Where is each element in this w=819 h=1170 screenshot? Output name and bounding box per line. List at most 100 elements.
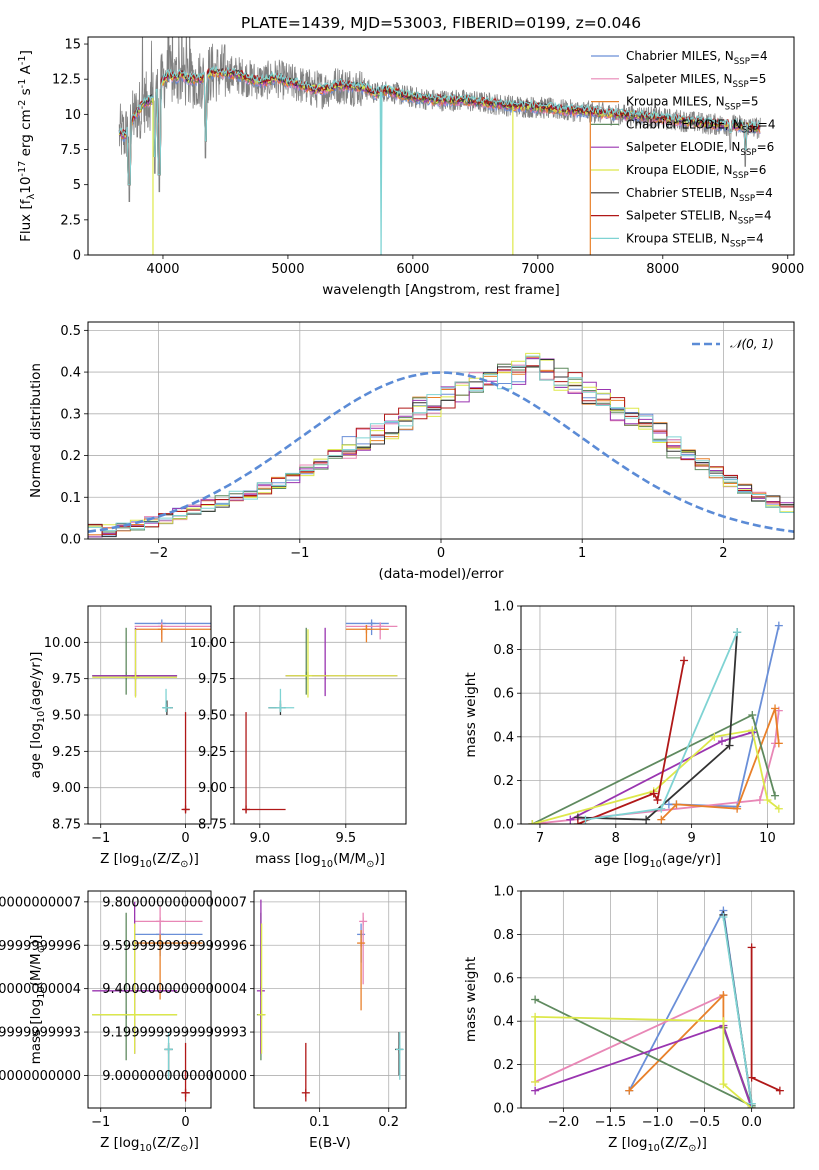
error-point — [134, 934, 203, 1000]
residuals-plot-area — [88, 352, 794, 538]
axes-frame — [87, 605, 212, 825]
y-tick-label: 9.1999999999999993 — [0, 1026, 81, 1041]
y-tick-label: 0.8 — [493, 643, 514, 658]
y-tick-label: 0.2 — [60, 449, 81, 464]
axes-frame — [87, 36, 795, 256]
error-point — [164, 1032, 173, 1080]
axes-frame — [87, 321, 795, 540]
age_vs_z-plot-area — [92, 619, 211, 814]
y-axis-label: Normed distribution — [28, 363, 44, 498]
legend-entry: Salpeter STELIB, NSSP=4 — [626, 209, 772, 227]
y-tick-label: 9.8000000000000007 — [102, 895, 247, 910]
y-tick-label: 10.00 — [190, 636, 227, 651]
y-tick-label: 0.4 — [493, 1015, 514, 1030]
x-axis-label: Z [log10(Z/Z⊙)] — [608, 1135, 707, 1154]
y-tick-label: 1.0 — [493, 600, 514, 615]
observed-spectrum-line — [118, 37, 761, 203]
y-tick-label: 10 — [64, 108, 81, 123]
legend-entry: Chabrier STELIB, NSSP=4 — [626, 186, 773, 204]
y-tick-label: 0.0 — [493, 1102, 514, 1117]
y-tick-label: 0.6 — [493, 971, 514, 986]
error-point — [92, 627, 178, 695]
y-tick-label: 9.50 — [198, 709, 227, 724]
weight-series-line — [532, 710, 780, 824]
y-tick-label: 15 — [64, 38, 81, 53]
panel-mass_vs_z: −1 0 9.0000000000000000 9.1999999999999993 9… — [0, 890, 212, 1154]
legend-entry: Kroupa MILES, NSSP=5 — [626, 95, 759, 113]
y-tick-label: 10.00 — [44, 636, 81, 651]
x-tick-label: 0.2 — [378, 1115, 399, 1130]
x-tick-label: 0 — [181, 831, 189, 846]
error-point — [134, 906, 203, 941]
y-tick-label: 9.25 — [52, 745, 81, 760]
y-tick-label: 5 — [73, 178, 81, 193]
x-axis-label: mass [log10(M/M⊙)] — [255, 851, 385, 870]
error-point — [92, 923, 178, 1054]
y-tick-label: 12.5 — [52, 73, 81, 88]
x-axis-label: Z [log10(Z/Z⊙)] — [100, 1135, 199, 1154]
panel-mass_vs_ebv: 0.1 0.2 9.0000000000000000 9.19999999999999… — [102, 890, 407, 1151]
x-axis-label: (data-model)/error — [378, 566, 504, 582]
legend-entry: Kroupa ELODIE, NSSP=6 — [626, 163, 766, 181]
y-axis-label: mass weight — [463, 957, 479, 1042]
x-tick-label: 1 — [578, 546, 586, 561]
x-tick-label: 9.0 — [249, 831, 270, 846]
weight-series-line — [722, 916, 753, 1104]
legend-entry: 𝒩(0, 1) — [730, 337, 774, 351]
spectrum-legend: Chabrier MILES, NSSP=4 Salpeter MILES, NS… — [591, 49, 775, 249]
mass_vs_ebv-plot-area — [256, 899, 404, 1102]
x-tick-label: 10 — [759, 831, 776, 846]
error-point — [359, 912, 368, 985]
error-point — [134, 624, 211, 643]
error-point — [285, 629, 398, 698]
x-tick-label: 4000 — [146, 262, 179, 277]
x-tick-label: −1.0 — [642, 1115, 674, 1130]
y-tick-label: 9.0000000000000000 — [102, 1069, 247, 1084]
model-histogram — [88, 365, 794, 535]
y-tick-label: 9.5999999999999996 — [102, 939, 247, 954]
x-tick-label: 6000 — [396, 262, 429, 277]
x-tick-label: −1 — [290, 546, 309, 561]
x-axis-label: wavelength [Angstrom, rest frame] — [322, 282, 560, 298]
weight-series-line — [534, 994, 724, 1083]
y-axis-label: mass weight — [463, 672, 479, 757]
weight-series-line — [577, 660, 685, 824]
y-axis-label: Flux [fλ10-17 erg cm-2 s-1 A-1] — [17, 50, 37, 242]
y-axis-label: mass [log10(M/M⊙)] — [28, 935, 47, 1065]
x-tick-label: −1 — [91, 831, 110, 846]
error-point — [395, 1032, 404, 1076]
y-tick-label: 0.0 — [493, 818, 514, 833]
y-tick-label: 0.4 — [60, 366, 81, 381]
x-tick-label: −2 — [149, 546, 168, 561]
x-tick-label: 9000 — [771, 262, 804, 277]
y-tick-label: 9.4000000000000004 — [102, 982, 247, 997]
x-axis-label: Z [log10(Z/Z⊙)] — [100, 851, 199, 870]
y-tick-label: 7.5 — [60, 143, 81, 158]
legend-entry: Chabrier MILES, NSSP=4 — [626, 49, 768, 67]
error-point — [134, 619, 211, 636]
y-tick-label: 9.75 — [52, 672, 81, 687]
error-point — [357, 930, 366, 1011]
normal-reference-curve — [88, 371, 794, 533]
weight-series-line — [532, 729, 780, 824]
y-tick-label: 9.0000000000000000 — [0, 1069, 81, 1084]
error-point — [181, 1042, 190, 1102]
y-tick-label: 8.75 — [52, 818, 81, 833]
weight-series-line — [577, 632, 738, 821]
legend-entry: Chabrier ELODIE, NSSP=4 — [626, 117, 775, 135]
weight_vs_age-plot-area — [528, 621, 783, 824]
mass_vs_z-plot-area — [92, 901, 203, 1102]
x-tick-label: −2.0 — [548, 1115, 580, 1130]
x-tick-label: 0.1 — [309, 1115, 330, 1130]
error-point — [395, 1032, 404, 1080]
x-tick-label: 8000 — [646, 262, 679, 277]
error-point — [345, 619, 389, 636]
x-tick-label: 9.5 — [335, 831, 356, 846]
x-axis-label: E(B-V) — [309, 1135, 351, 1151]
y-tick-label: 9.75 — [198, 672, 227, 687]
error-point — [92, 627, 178, 697]
x-tick-label: 0 — [181, 1115, 189, 1130]
y-tick-label: 0.8 — [493, 928, 514, 943]
x-tick-label: 7000 — [521, 262, 554, 277]
